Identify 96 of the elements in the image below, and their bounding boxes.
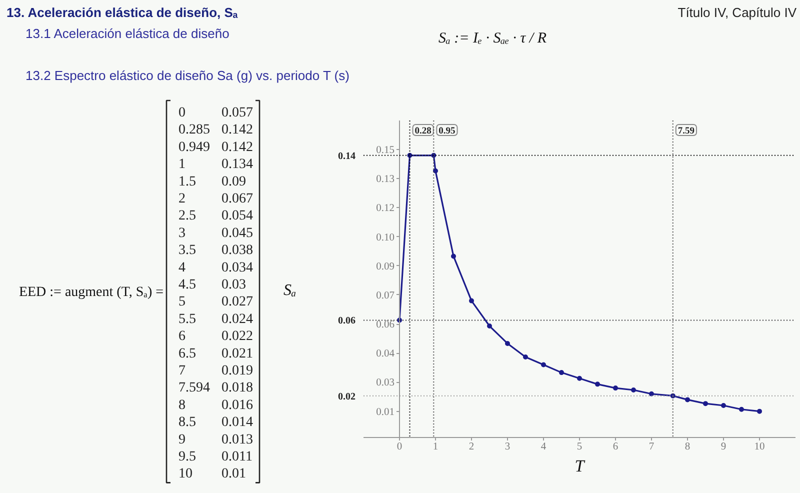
point <box>433 168 438 174</box>
x-tick-label: 9 <box>720 442 726 452</box>
y-tick-label: 0.13 <box>376 174 394 186</box>
y-tick-label: 0.07 <box>376 290 394 302</box>
text: 0.09 <box>222 174 246 190</box>
point <box>541 362 546 368</box>
text: 0.013 <box>222 432 253 448</box>
ref-line-label: 0.28 <box>414 126 432 136</box>
point <box>559 370 564 376</box>
ref-line-label: 0.06 <box>338 316 356 327</box>
text: 0.027 <box>222 294 253 310</box>
x-tick-label: 3 <box>504 442 510 452</box>
point <box>595 382 600 387</box>
text: 0.024 <box>222 312 253 327</box>
x-axis-title: T <box>574 456 586 476</box>
text: EED := augment (T, Sₐ) = <box>18 285 164 300</box>
text: 10 <box>178 466 192 482</box>
text: 7.594 <box>178 380 210 396</box>
point <box>469 298 474 304</box>
y-tick-label: 0.12 <box>376 203 394 214</box>
text: 4.5 <box>178 278 196 292</box>
point <box>685 397 690 402</box>
text: 8 <box>178 398 186 413</box>
y-tick-label: 0.04 <box>376 348 396 360</box>
text: 0 <box>178 106 186 120</box>
point <box>757 408 762 414</box>
text: Título IV, Capítulo IV <box>678 5 797 20</box>
point <box>703 401 708 406</box>
point <box>451 254 456 259</box>
x-tick-label: 8 <box>684 442 690 452</box>
y-tick-label: 0.15 <box>376 145 394 156</box>
text: 13. Aceleración elástica de diseño, Sₐ <box>6 5 238 20</box>
x-tick-label: 5 <box>576 442 582 452</box>
ref-line-label: 0.02 <box>338 391 356 402</box>
text: 9.5 <box>178 450 196 464</box>
y-tick-label: 0.09 <box>376 261 394 272</box>
text: 7 <box>178 364 186 378</box>
y-tick-label: 0.03 <box>376 378 394 389</box>
x-tick-label: 0 <box>396 442 402 452</box>
text: 1 <box>178 157 186 172</box>
point <box>613 386 618 391</box>
x-tick-label: 4 <box>540 442 547 452</box>
x-tick-label: 1 <box>432 442 438 452</box>
point <box>487 324 492 329</box>
text: 6 <box>178 329 186 344</box>
text: 0.054 <box>222 208 253 224</box>
text: 6.5 <box>178 346 196 362</box>
text: 0.03 <box>222 278 246 292</box>
x-tick-label: 6 <box>612 442 618 452</box>
text: 0.022 <box>222 329 253 344</box>
text: 0.01 <box>222 466 246 482</box>
text: 1.5 <box>178 174 196 190</box>
y-tick-label: 0.01 <box>376 406 394 418</box>
point <box>505 340 510 346</box>
text: 0.134 <box>222 157 253 172</box>
text: 0.045 <box>222 226 253 241</box>
ref-line-label: 0.14 <box>338 150 356 162</box>
y-tick-label: 0.10 <box>376 232 394 244</box>
text: 0.038 <box>222 243 253 258</box>
text: 2.5 <box>178 208 196 224</box>
text: 0.067 <box>222 192 253 206</box>
point <box>739 406 744 412</box>
text: 8.5 <box>178 415 196 430</box>
text: Sₐ := Iₑ · Sₐₑ · τ / R <box>438 30 546 46</box>
text: 2 <box>178 192 186 206</box>
point <box>649 391 654 396</box>
text: 4 <box>178 260 186 276</box>
x-tick-label: 2 <box>468 442 474 452</box>
text: 0.016 <box>222 398 253 413</box>
text: 5 <box>178 294 186 310</box>
text: 0.019 <box>222 364 253 378</box>
text: 3 <box>178 226 186 241</box>
text: 0.034 <box>222 260 253 276</box>
point <box>721 403 726 408</box>
text: 0.011 <box>222 450 252 464</box>
text: 0.057 <box>222 106 253 120</box>
text: 3.5 <box>178 243 196 258</box>
point <box>523 354 528 360</box>
text: 13.1 Aceleración elástica de diseño <box>26 26 230 41</box>
text: 0.018 <box>222 380 253 396</box>
text: 0.014 <box>222 415 253 430</box>
point <box>631 388 636 392</box>
y-axis-title: Sₐ <box>284 282 296 299</box>
text: 0.949 <box>178 140 210 155</box>
text: 0.285 <box>178 122 210 138</box>
ref-line-label: 0.95 <box>438 126 456 136</box>
point <box>577 376 582 381</box>
y-tick-label: 0.06 <box>376 320 394 331</box>
text: 0.142 <box>222 140 253 155</box>
text: 5.5 <box>178 312 196 327</box>
ref-line-label: 7.59 <box>678 126 695 136</box>
text: 13.2 Espectro elástico de diseño Sa (g) vs. periodo T (s) <box>26 68 350 83</box>
text: 0.142 <box>222 122 253 138</box>
x-tick-label: 7 <box>648 442 654 452</box>
x-tick-label: 10 <box>754 442 765 452</box>
text: 0.021 <box>222 346 253 362</box>
